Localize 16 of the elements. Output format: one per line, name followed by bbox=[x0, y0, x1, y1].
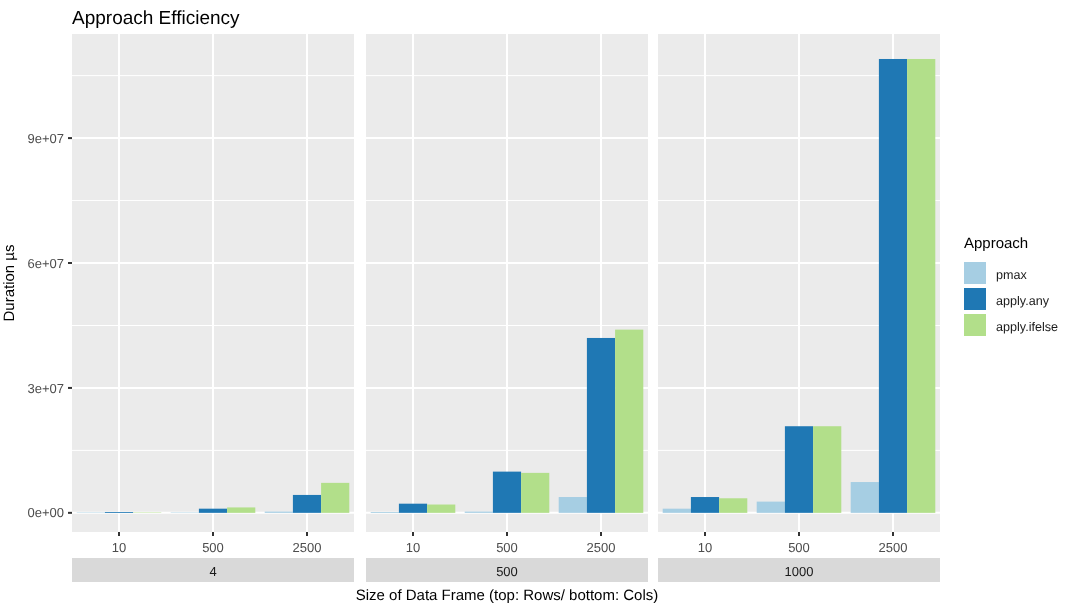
bar bbox=[784, 426, 814, 513]
bar bbox=[690, 497, 720, 513]
bar bbox=[813, 426, 842, 513]
bar bbox=[907, 58, 936, 513]
bar bbox=[756, 501, 785, 513]
bar bbox=[878, 58, 908, 513]
bar bbox=[398, 503, 428, 513]
bar bbox=[558, 497, 587, 513]
bar bbox=[586, 337, 616, 513]
bar bbox=[492, 471, 522, 513]
bar bbox=[850, 482, 879, 513]
chart-title: Approach Efficiency bbox=[72, 8, 241, 30]
bar bbox=[521, 472, 550, 513]
bar bbox=[615, 329, 644, 513]
bar bbox=[719, 498, 748, 513]
bar bbox=[427, 504, 456, 513]
